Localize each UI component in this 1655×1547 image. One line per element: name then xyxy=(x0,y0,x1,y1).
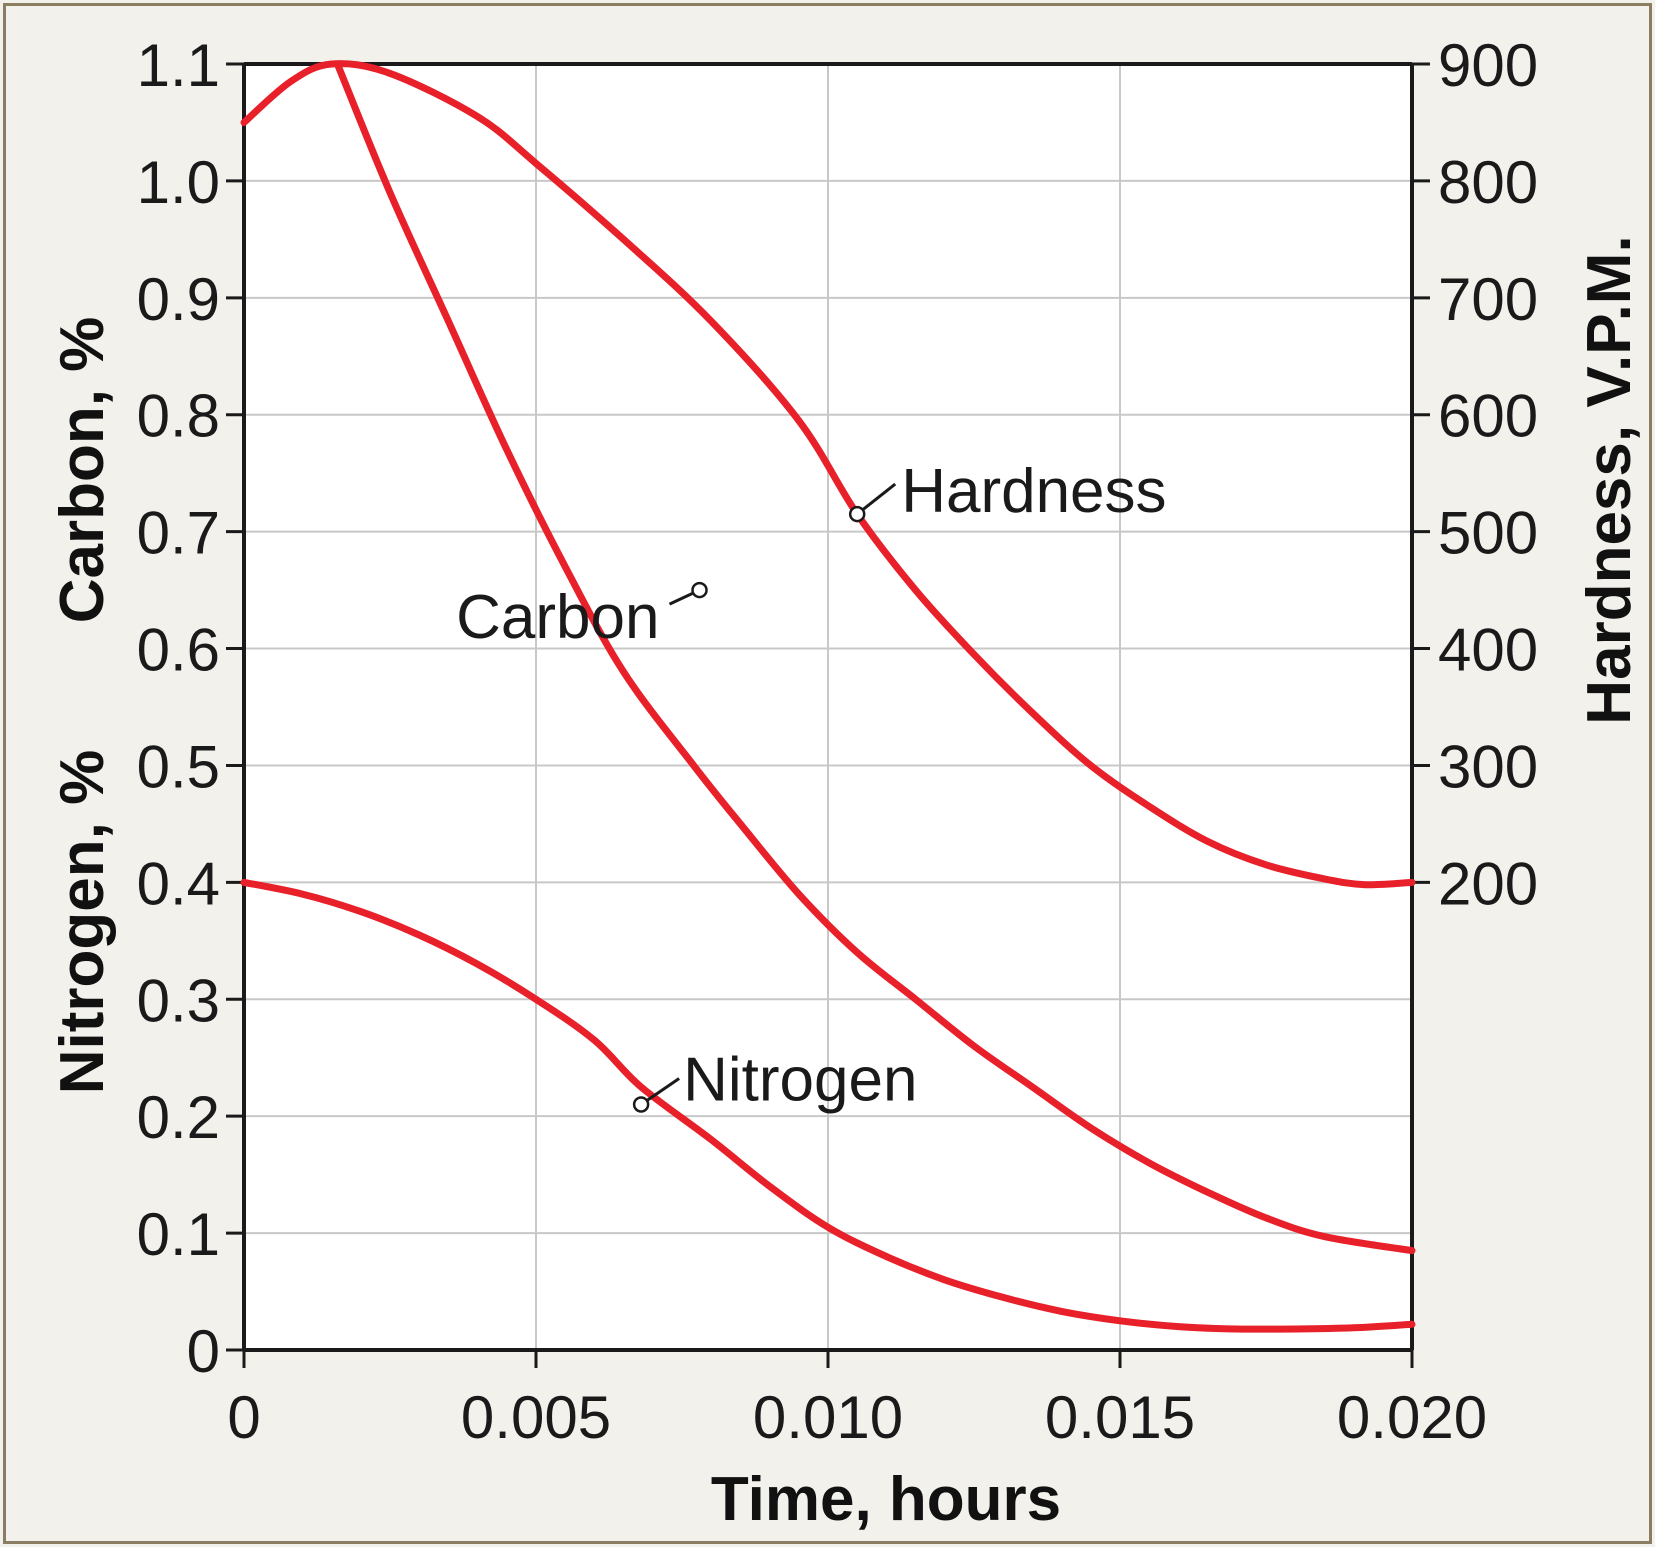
y-left-axis-title-nitrogen: Nitrogen, % xyxy=(48,750,117,1094)
series-label-nitrogen: Nitrogen xyxy=(683,1045,917,1114)
y-left-tick-label: 0.2 xyxy=(137,1084,220,1151)
y-right-tick-label: 500 xyxy=(1438,500,1538,567)
series-line-carbon xyxy=(333,60,1416,1255)
y-left-tick-label: 0.4 xyxy=(137,850,220,917)
x-axis-title: Time, hours xyxy=(711,1465,1061,1534)
y-left-tick-label: 0 xyxy=(187,1318,220,1385)
x-tick-label: 0.005 xyxy=(461,1384,611,1451)
series-label-hardness: Hardness xyxy=(901,457,1166,526)
y-right-tick-label: 200 xyxy=(1438,850,1538,917)
y-right-tick-label: 300 xyxy=(1438,733,1538,800)
y-left-tick-label: 0.6 xyxy=(137,617,220,684)
x-tick-labels: 0 0.005 0.010 0.015 0.020 xyxy=(227,1384,1487,1451)
x-tick-label: 0 xyxy=(227,1384,260,1451)
y-right-tick-label: 700 xyxy=(1438,266,1538,333)
gridlines xyxy=(244,64,1412,1350)
x-tick-label: 0.010 xyxy=(753,1384,903,1451)
y-left-tick-label: 0.8 xyxy=(137,383,220,450)
y-left-tick-label: 0.5 xyxy=(137,733,220,800)
y-left-tick-label: 0.1 xyxy=(137,1201,220,1268)
y-right-tick-labels: 200 300 400 500 600 700 800 900 xyxy=(1438,32,1538,917)
x-tick-label: 0.020 xyxy=(1337,1384,1487,1451)
series-annotations: Hardness Carbon Nitrogen xyxy=(456,457,1166,1114)
y-left-tick-label: 1.1 xyxy=(137,32,220,99)
annotation-marker-carbon xyxy=(691,581,708,599)
annotation-marker-hardness xyxy=(848,505,866,523)
x-tick-label: 0.015 xyxy=(1045,1384,1195,1451)
y-right-tick-label: 800 xyxy=(1438,149,1538,216)
y-left-tick-label: 0.3 xyxy=(137,967,220,1034)
y-right-tick-label: 600 xyxy=(1438,383,1538,450)
y-left-axis-title-carbon: Carbon, % xyxy=(48,317,117,624)
y-left-tick-label: 0.9 xyxy=(137,266,220,333)
series-line-nitrogen xyxy=(240,878,1416,1333)
tick-marks xyxy=(226,62,1430,1368)
y-left-tick-labels: 0 0.1 0.2 0.3 0.4 0.5 0.6 0.7 0.8 0.9 1.0 1.1 xyxy=(137,32,220,1385)
y-right-axis-title: Hardness, V.P.M. xyxy=(1575,235,1644,724)
y-left-tick-label: 1.0 xyxy=(137,149,220,216)
y-right-tick-label: 400 xyxy=(1438,617,1538,684)
y-right-tick-label: 900 xyxy=(1438,32,1538,99)
series-label-carbon: Carbon xyxy=(456,583,659,652)
annotation-marker-nitrogen xyxy=(632,1096,650,1113)
y-left-tick-label: 0.7 xyxy=(137,500,220,567)
